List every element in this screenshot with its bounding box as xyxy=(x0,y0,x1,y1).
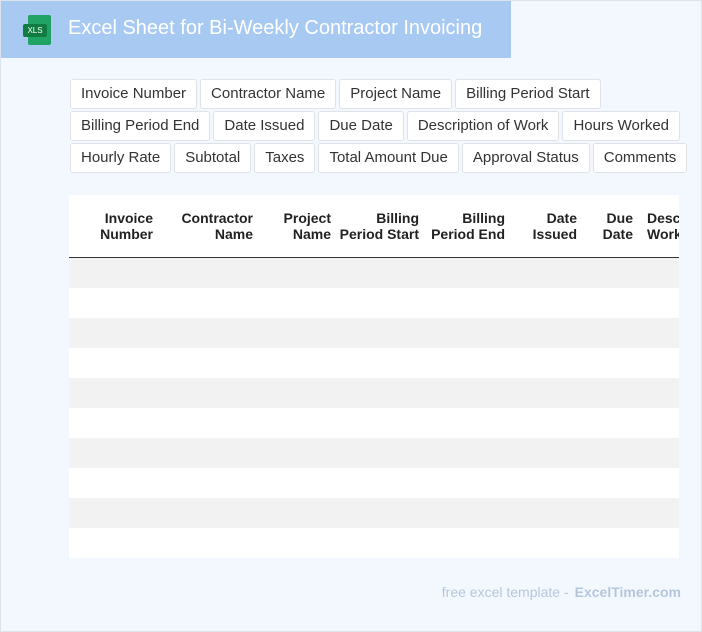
tag-list: Invoice Number Contractor Name Project Nam… xyxy=(70,79,688,173)
table-body xyxy=(69,258,679,558)
header: XLS Excel Sheet for Bi-Weekly Contractor… xyxy=(1,1,511,58)
tag[interactable]: Contractor Name xyxy=(200,79,337,109)
column-header: Contractor Name xyxy=(181,210,253,242)
tag[interactable]: Date Issued xyxy=(213,111,316,141)
tag[interactable]: Description of Work xyxy=(406,111,560,141)
footer: free excel template - ExcelTimer.com xyxy=(442,584,681,600)
tag[interactable]: Billing Period Start xyxy=(455,79,601,109)
footer-text: free excel template - xyxy=(441,584,569,600)
tag[interactable]: Hours Worked xyxy=(562,111,681,141)
tag[interactable]: Hourly Rate xyxy=(70,143,172,173)
column-header: Description of Work xyxy=(647,210,679,242)
tag[interactable]: Taxes xyxy=(254,143,316,173)
column-header: Due Date xyxy=(602,210,633,242)
tag[interactable]: Total Amount Due xyxy=(318,143,459,173)
column-header: Date Issued xyxy=(532,210,577,242)
tag[interactable]: Comments xyxy=(592,143,688,173)
icon-label: XLS xyxy=(23,24,47,37)
excel-icon: XLS xyxy=(23,15,51,45)
column-header: Billing Period End xyxy=(431,210,505,242)
tag[interactable]: Project Name xyxy=(339,79,453,109)
table-header: Invoice Number Contractor Name Project Nam… xyxy=(69,195,679,258)
tag[interactable]: Invoice Number xyxy=(70,79,198,109)
column-header: Billing Period Start xyxy=(339,210,419,242)
column-header: Invoice Number xyxy=(100,210,153,242)
table: Invoice Number Contractor Name Project Nam… xyxy=(69,195,679,558)
tag[interactable]: Approval Status xyxy=(461,143,590,173)
tag[interactable]: Due Date xyxy=(318,111,404,141)
title: Excel Sheet for Bi-Weekly Contractor Inv… xyxy=(68,17,483,39)
footer-site[interactable]: ExcelTimer.com xyxy=(574,584,681,600)
tag[interactable]: Subtotal xyxy=(174,143,252,173)
tag[interactable]: Billing Period End xyxy=(70,111,211,141)
column-header: Project Name xyxy=(283,210,331,242)
